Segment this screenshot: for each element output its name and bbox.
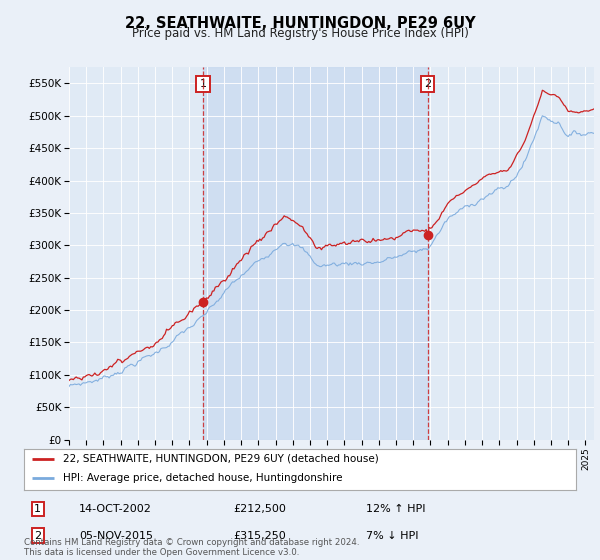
Text: £212,500: £212,500: [234, 504, 287, 514]
Text: Price paid vs. HM Land Registry's House Price Index (HPI): Price paid vs. HM Land Registry's House …: [131, 27, 469, 40]
Text: Contains HM Land Registry data © Crown copyright and database right 2024.
This d: Contains HM Land Registry data © Crown c…: [24, 538, 359, 557]
Text: 1: 1: [200, 79, 206, 89]
Text: HPI: Average price, detached house, Huntingdonshire: HPI: Average price, detached house, Hunt…: [62, 473, 342, 483]
Text: 05-NOV-2015: 05-NOV-2015: [79, 531, 153, 541]
Text: 12% ↑ HPI: 12% ↑ HPI: [366, 504, 426, 514]
Text: 14-OCT-2002: 14-OCT-2002: [79, 504, 152, 514]
Bar: [203, 67, 428, 440]
Text: 7% ↓ HPI: 7% ↓ HPI: [366, 531, 419, 541]
Text: 2: 2: [424, 79, 431, 89]
Text: 22, SEATHWAITE, HUNTINGDON, PE29 6UY: 22, SEATHWAITE, HUNTINGDON, PE29 6UY: [125, 16, 475, 31]
Text: 2: 2: [34, 531, 41, 541]
Text: 22, SEATHWAITE, HUNTINGDON, PE29 6UY (detached house): 22, SEATHWAITE, HUNTINGDON, PE29 6UY (de…: [62, 454, 379, 464]
Text: £315,250: £315,250: [234, 531, 287, 541]
Text: 1: 1: [34, 504, 41, 514]
